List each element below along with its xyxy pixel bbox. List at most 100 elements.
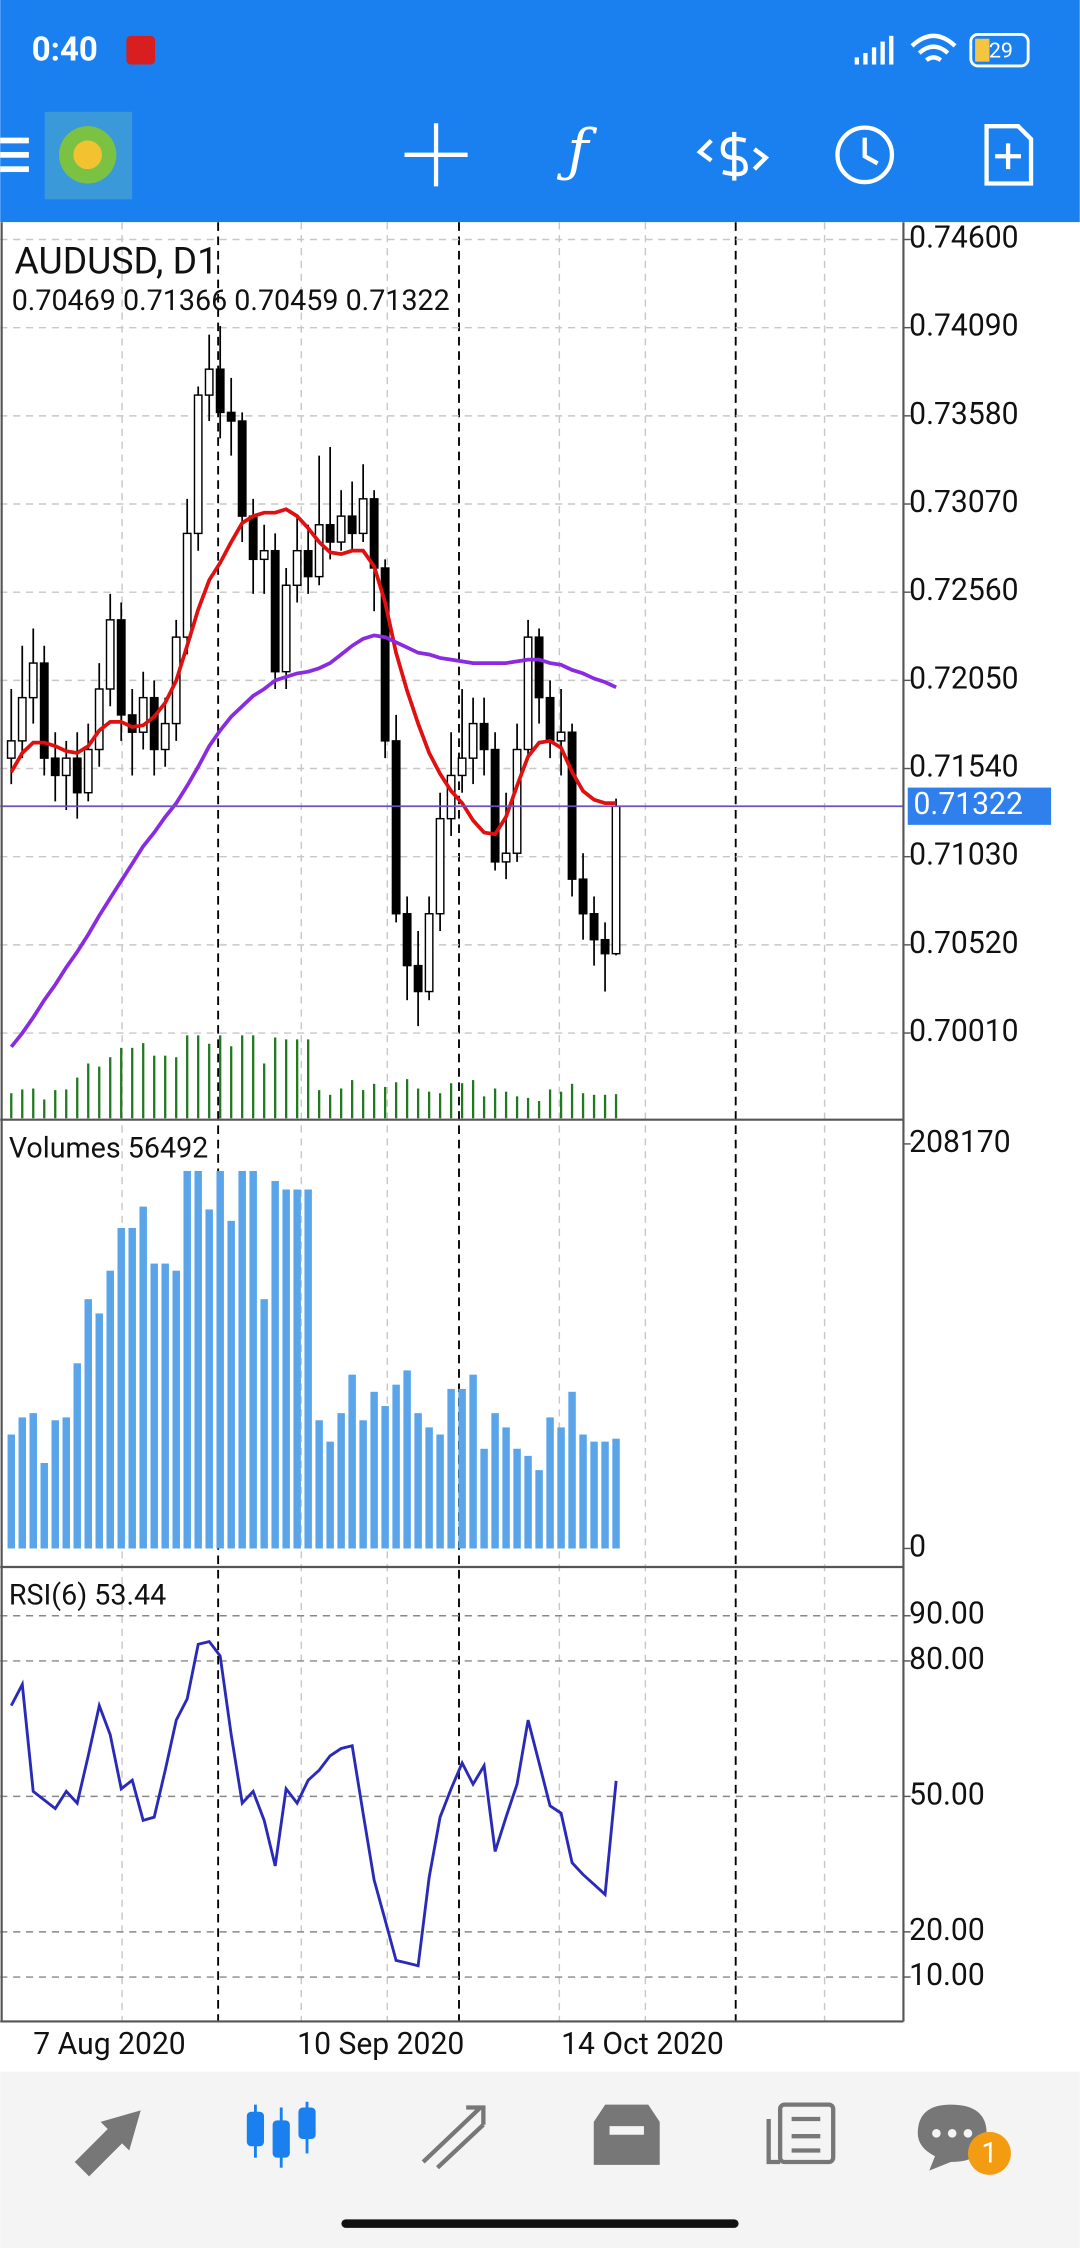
candle-body xyxy=(589,913,599,941)
moving-average xyxy=(9,507,617,837)
candle-body xyxy=(138,696,148,733)
volume-bar xyxy=(260,1299,268,1549)
candle-body xyxy=(259,549,269,561)
volume-bar xyxy=(40,1463,48,1549)
new-order-button[interactable] xyxy=(984,124,1034,186)
candle-body xyxy=(237,420,247,517)
candle-body xyxy=(17,696,27,742)
volume-bar xyxy=(315,1420,323,1549)
volume-bar xyxy=(227,1220,235,1549)
candle-body xyxy=(369,498,379,569)
volume-bar xyxy=(205,1209,213,1549)
crosshair-button[interactable] xyxy=(404,123,468,187)
candle-body xyxy=(6,740,16,759)
volume-bar xyxy=(568,1391,576,1549)
volume-bar xyxy=(436,1434,444,1549)
menu-button[interactable] xyxy=(0,137,29,173)
volume-bar xyxy=(73,1363,81,1549)
volume-bar xyxy=(139,1206,147,1549)
app-logo-center xyxy=(73,140,103,170)
volume-bar xyxy=(150,1263,158,1549)
candle-body xyxy=(457,757,467,777)
volume-bar xyxy=(370,1391,378,1549)
chat-badge-count: 1 xyxy=(981,2135,997,2169)
volume-bar xyxy=(414,1413,422,1549)
candle-body xyxy=(402,913,412,967)
nav-quotes[interactable] xyxy=(74,2110,141,2177)
candle-body xyxy=(501,852,511,863)
nav-chat[interactable] xyxy=(917,2104,1011,2175)
candle-body xyxy=(468,722,478,759)
y-tick-label: 90.00 xyxy=(909,1597,985,1632)
candle-body xyxy=(39,662,49,759)
volume-bar xyxy=(238,1170,246,1549)
candle-body xyxy=(512,748,522,854)
x-tick-label: 7 Aug 2020 xyxy=(33,2027,185,2062)
nav-chart[interactable] xyxy=(246,2101,316,2168)
chart-frame xyxy=(0,222,905,2023)
volume-bar xyxy=(84,1299,92,1549)
y-tick-label: 20.00 xyxy=(909,1913,985,1948)
volume-bar xyxy=(392,1384,400,1549)
volume-bar xyxy=(62,1417,70,1549)
y-tick-label: 0.73070 xyxy=(909,485,1018,520)
candle-body xyxy=(270,549,280,673)
volume-bar xyxy=(557,1427,565,1549)
battery-level xyxy=(975,38,990,62)
candle-body xyxy=(248,515,258,561)
volume-bar xyxy=(359,1420,367,1549)
volume-bar xyxy=(117,1227,125,1549)
signal-icon xyxy=(854,35,894,65)
candle-body xyxy=(446,774,456,820)
candle-body xyxy=(204,368,214,396)
volume-bar xyxy=(458,1388,466,1549)
volume-bar xyxy=(590,1441,598,1549)
candle-body xyxy=(600,938,610,955)
volume-bar xyxy=(403,1370,411,1549)
y-tick-label: 80.00 xyxy=(909,1642,985,1677)
volume-bar xyxy=(194,1170,202,1549)
volume-bar xyxy=(106,1270,114,1549)
panel-title: RSI(6) 53.44 xyxy=(9,1578,166,1612)
y-tick-label: 0.74090 xyxy=(909,309,1018,344)
candle-body xyxy=(347,515,357,535)
volume-bar xyxy=(249,1170,257,1549)
candle-body xyxy=(314,524,324,578)
x-tick-label: 10 Sep 2020 xyxy=(297,2027,464,2062)
nav-news[interactable] xyxy=(766,2102,836,2165)
candle-body xyxy=(358,498,368,535)
status-icon xyxy=(126,35,156,65)
trade-button[interactable] xyxy=(696,131,770,181)
candle-body xyxy=(226,411,236,422)
volume-bar xyxy=(282,1189,290,1549)
candle-body xyxy=(479,722,489,751)
candle-body xyxy=(160,722,170,751)
nav-trade[interactable] xyxy=(421,2105,486,2170)
candle-body xyxy=(83,748,93,794)
volume-bar xyxy=(7,1434,15,1549)
volume-bar xyxy=(425,1427,433,1549)
candle-body xyxy=(336,515,346,543)
candle-body xyxy=(391,740,401,915)
y-tick-label: 0.70520 xyxy=(909,926,1018,961)
x-tick-label: 14 Oct 2020 xyxy=(561,2027,724,2062)
candle-body xyxy=(28,662,38,699)
y-tick-label: 0.73580 xyxy=(909,397,1018,432)
nav-history[interactable] xyxy=(593,2104,660,2165)
y-tick-label: 0.74600 xyxy=(909,220,1018,255)
candle-body xyxy=(413,964,423,993)
volume-bar xyxy=(128,1227,136,1549)
volume-bar xyxy=(579,1434,587,1549)
last-price-box xyxy=(907,787,1052,825)
last-price-label: 0.71322 xyxy=(913,787,1022,822)
label-layer: 0.74600 0.74090 0.73580 0.73070 0.72560 0.720… xyxy=(9,220,1052,2062)
candle-body xyxy=(50,757,60,777)
app-bar xyxy=(0,0,1080,223)
volume-bar xyxy=(183,1170,191,1549)
volume-bar xyxy=(381,1406,389,1549)
rsi-line xyxy=(9,1639,618,1968)
timeframe-button[interactable] xyxy=(835,125,895,185)
volume-bar xyxy=(216,1170,224,1549)
